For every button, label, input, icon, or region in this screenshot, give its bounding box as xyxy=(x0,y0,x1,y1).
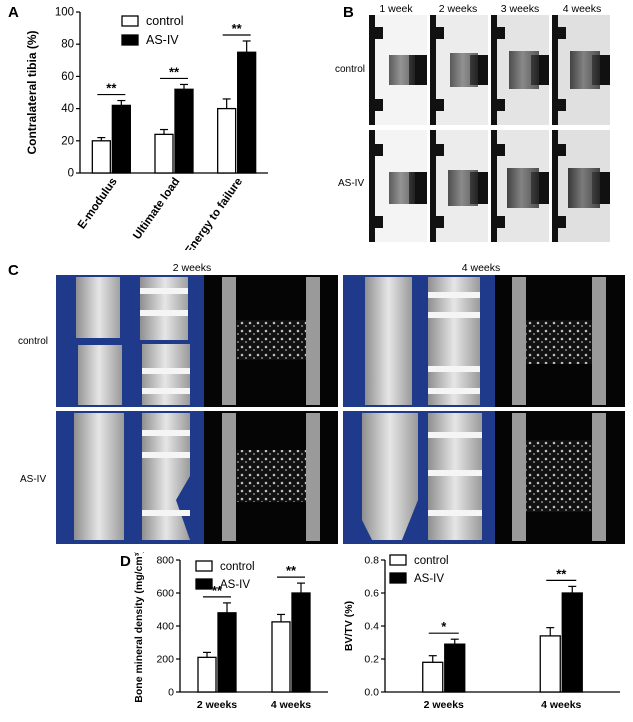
y-axis-label: BV/TV (%) xyxy=(343,601,355,651)
significance-label: ** xyxy=(286,563,297,578)
xray-images xyxy=(369,15,610,242)
xray-row-label: AS-IV xyxy=(338,178,365,189)
xray-col-label: 4 weeks xyxy=(562,3,602,15)
bar xyxy=(271,621,291,693)
y-axis-label: Bone mineral density (mg/cm³) xyxy=(133,552,145,703)
xray-col-label: 3 weeks xyxy=(500,3,540,15)
xray-row-label: control xyxy=(335,64,366,75)
xray-image xyxy=(552,130,610,242)
bar xyxy=(217,612,237,693)
y-tick-label: 0 xyxy=(168,687,174,699)
panel-letter-a: A xyxy=(8,4,19,21)
xray-image xyxy=(491,130,549,242)
legend-label: AS-IV xyxy=(220,579,250,591)
legend-swatch xyxy=(195,578,213,590)
y-axis-label: Contralateral tibia (%) xyxy=(25,30,39,154)
legend-label: control xyxy=(414,555,449,567)
bar xyxy=(291,592,311,693)
y-tick-label: 0.6 xyxy=(364,588,379,600)
x-tick-label: 4 weeks xyxy=(541,699,581,711)
y-tick-label: 400 xyxy=(156,621,174,633)
xray-image xyxy=(430,15,488,125)
y-tick-label: 0.2 xyxy=(364,654,379,666)
y-tick-label: 40 xyxy=(61,103,74,115)
y-tick-label: 100 xyxy=(55,7,74,19)
legend-swatch xyxy=(195,560,213,572)
xray-col-label: 1 week xyxy=(379,3,413,15)
panel-letter-b: B xyxy=(343,4,354,21)
bar xyxy=(539,635,561,693)
legend-label: control xyxy=(220,561,255,573)
legend-swatch xyxy=(389,572,407,584)
y-tick-label: 0 xyxy=(68,168,74,180)
y-tick-label: 800 xyxy=(156,555,174,567)
microct-row-label: control xyxy=(18,336,49,347)
x-tick-label: 2 weeks xyxy=(197,699,237,711)
legend-swatch xyxy=(121,15,139,27)
microct-images xyxy=(56,275,625,544)
y-tick-label: 200 xyxy=(156,654,174,666)
panel-letter-d: D xyxy=(120,553,131,570)
x-tick-label: 2 weeks xyxy=(424,699,464,711)
chart-d-bvtv: 0.0 0.2 0.4 0.6 0.8 BV/TV (%) * 2 weeks ** 4 week… xyxy=(343,554,620,711)
y-tick-label: 0.8 xyxy=(364,555,379,567)
microct-col-label: 4 weeks xyxy=(461,262,501,274)
xray-image xyxy=(369,15,427,125)
legend-label: AS-IV xyxy=(146,33,179,47)
xray-col-label: 2 weeks xyxy=(438,3,478,15)
significance-label: ** xyxy=(106,81,117,96)
significance-label: ** xyxy=(556,566,567,581)
bar xyxy=(197,656,217,693)
legend-swatch xyxy=(389,554,407,566)
y-tick-label: 20 xyxy=(61,135,74,147)
bar xyxy=(422,661,444,693)
xray-image xyxy=(552,15,610,125)
xray-image xyxy=(491,15,549,125)
significance-label: * xyxy=(441,619,447,634)
panel-letter-c: C xyxy=(8,262,19,279)
xray-image xyxy=(369,130,427,242)
y-tick-label: 60 xyxy=(61,71,74,83)
xray-image xyxy=(430,130,488,242)
y-tick-label: 0.4 xyxy=(364,621,379,633)
chart-d-bmd: 0 200 400 600 800 Bone mineral density (mg/cm… xyxy=(133,552,328,711)
y-tick-label: 80 xyxy=(61,39,74,51)
significance-label: ** xyxy=(232,21,243,36)
microct-row-label: AS-IV xyxy=(20,474,47,485)
bar xyxy=(561,592,583,693)
x-tick-label: 4 weeks xyxy=(271,699,311,711)
legend-label: control xyxy=(146,14,184,28)
y-tick-label: 600 xyxy=(156,588,174,600)
legend-swatch xyxy=(121,34,139,46)
significance-label: ** xyxy=(212,583,223,598)
y-tick-label: 0.0 xyxy=(364,687,379,699)
significance-label: ** xyxy=(169,64,180,79)
legend-label: AS-IV xyxy=(414,573,444,585)
bar xyxy=(444,643,466,693)
microct-col-label: 2 weeks xyxy=(172,262,212,274)
